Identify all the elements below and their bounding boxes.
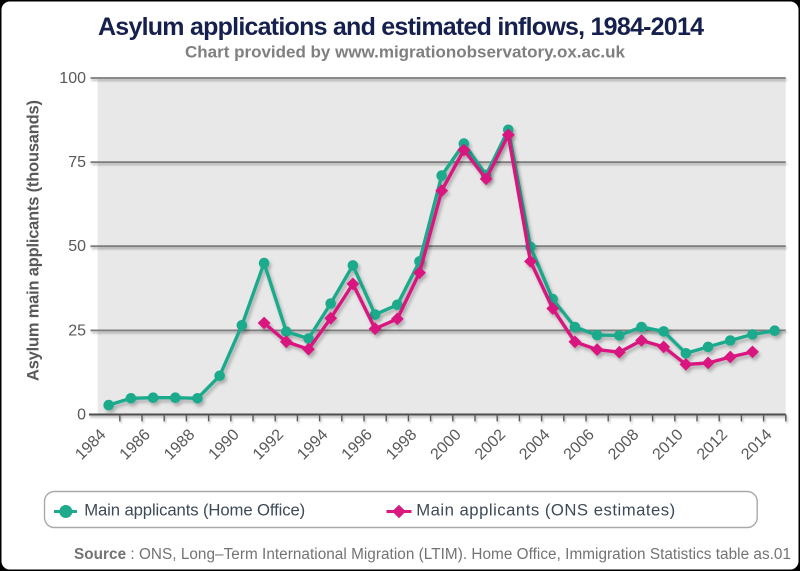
svg-text:75: 75 — [68, 154, 86, 171]
svg-text:Main applicants (Home Office): Main applicants (Home Office) — [84, 500, 305, 519]
svg-text:Source : ONS, Long–Term Intern: Source : ONS, Long–Term International Mi… — [74, 546, 791, 563]
svg-text:100: 100 — [59, 70, 86, 87]
svg-text:50: 50 — [68, 238, 86, 255]
svg-text:Main applicants (ONS estimates: Main applicants (ONS estimates) — [416, 500, 675, 519]
svg-text:25: 25 — [68, 322, 86, 339]
svg-text:Asylum main applicants (thousa: Asylum main applicants (thousands) — [25, 100, 43, 381]
svg-text:Asylum applications and estima: Asylum applications and estimated inflow… — [98, 13, 704, 41]
svg-text:0: 0 — [77, 406, 86, 423]
svg-text:Chart provided by www.migratio: Chart provided by www.migrationobservato… — [185, 43, 626, 62]
